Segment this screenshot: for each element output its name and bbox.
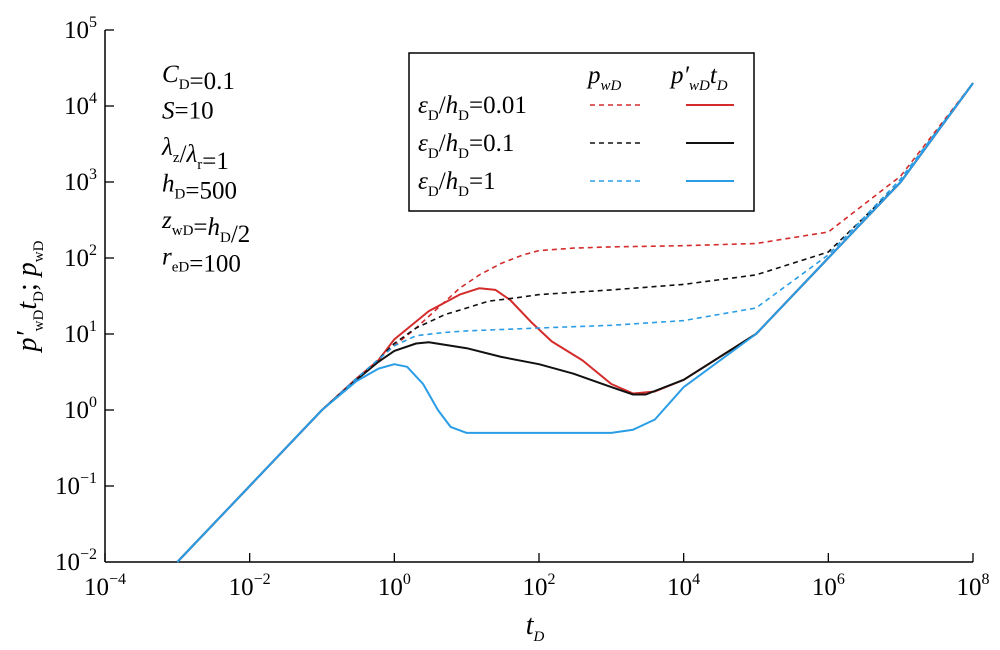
x-axis-label: tD <box>526 610 545 645</box>
x-tick-label: 10−4 <box>84 571 126 601</box>
x-tick-label: 102 <box>523 571 556 601</box>
series-layer <box>176 82 974 563</box>
tick-marks <box>104 29 974 562</box>
y-tick-label: 103 <box>64 166 97 196</box>
x-tick-label: 108 <box>957 571 990 601</box>
y-tick-label: 102 <box>64 242 97 272</box>
annotation-line: CD=0.1 <box>162 61 235 95</box>
y-tick-label: 100 <box>64 394 97 424</box>
y-tick-label: 10−1 <box>55 470 97 500</box>
x-tick-label: 100 <box>378 571 411 601</box>
y-tick-label: 10−2 <box>55 546 97 576</box>
x-tick-label: 106 <box>812 571 845 601</box>
axis-labels: tD p′wDtD; pwD <box>12 240 544 645</box>
annotation-line: λz/λr=1 <box>161 134 229 175</box>
series-line-4 <box>176 82 974 563</box>
tick-labels: 10−4 10−2 100 102 104 106 10810−210−1100101102… <box>55 14 990 601</box>
legend-header-pressure: pwD <box>586 62 622 94</box>
y-tick-label: 101 <box>64 318 97 348</box>
annotation-line: S=10 <box>162 98 214 125</box>
legend: pwD p′wDtD εD/hD=0.01 εD/hD=0.1 εD/hD=1 <box>408 52 755 212</box>
annotation-line: reD=100 <box>162 244 241 278</box>
y-tick-label: 105 <box>64 14 97 44</box>
legend-box <box>408 52 755 212</box>
annotation-line: zwD=hD/2 <box>161 207 250 248</box>
x-tick-label: 104 <box>667 571 700 601</box>
legend-label: εD/hD=0.01 <box>418 92 527 124</box>
series-line-2 <box>176 82 974 563</box>
annotation-line: hD=500 <box>162 171 237 205</box>
legend-header-derivative: p′wDtD <box>669 62 728 94</box>
y-axis-label: p′wDtD; pwD <box>12 240 47 353</box>
series-line-5 <box>176 82 974 563</box>
x-tick-label: 10−2 <box>229 571 271 601</box>
legend-label: εD/hD=0.1 <box>418 130 514 162</box>
legend-label: εD/hD=1 <box>418 168 496 200</box>
y-tick-label: 104 <box>64 90 97 120</box>
